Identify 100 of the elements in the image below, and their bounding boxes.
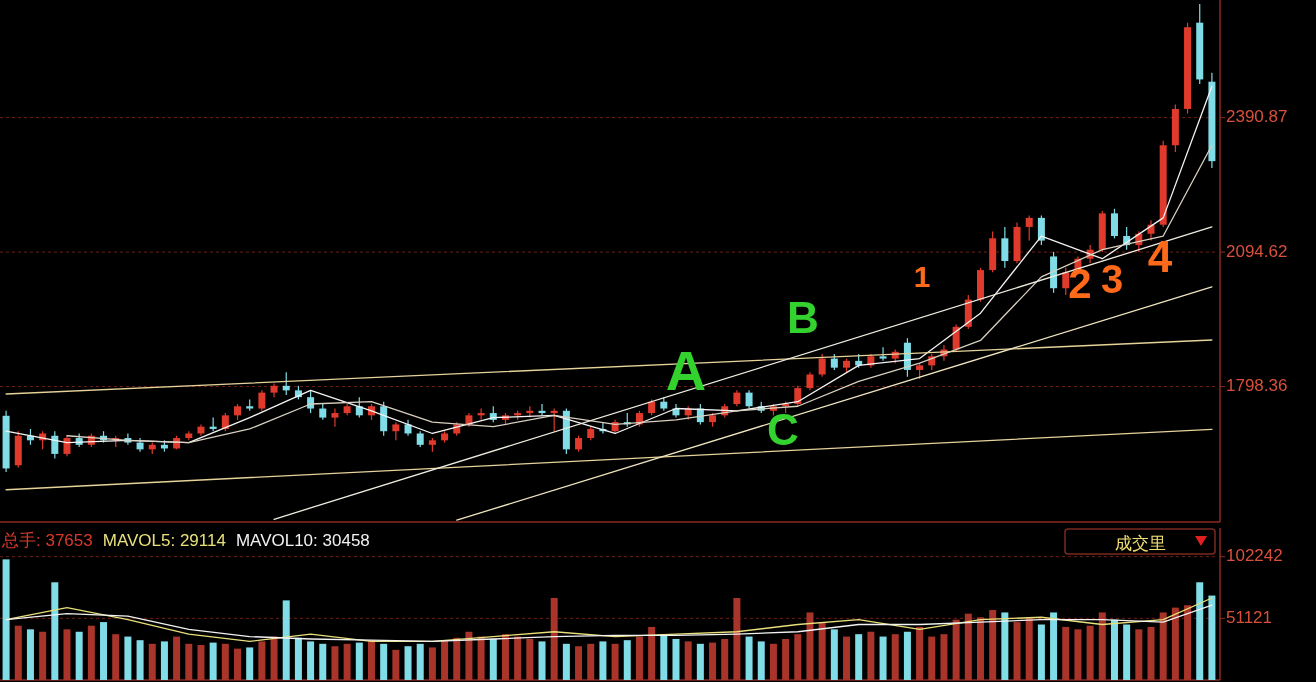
bar	[489, 638, 497, 680]
bar	[830, 629, 838, 680]
bar	[599, 641, 607, 680]
bar	[234, 648, 242, 680]
annotation: 1	[913, 260, 931, 293]
bar	[989, 610, 997, 680]
bar	[1074, 629, 1082, 680]
bar	[246, 647, 254, 680]
candlestick	[63, 435, 71, 457]
bar	[1001, 612, 1009, 680]
bar	[209, 642, 217, 680]
bar	[343, 643, 351, 680]
y-tick-label: 2390.87	[1226, 107, 1288, 127]
y-tick-label: 1798.36	[1226, 376, 1288, 396]
bar	[696, 643, 704, 680]
bar	[575, 646, 583, 680]
bar	[1013, 622, 1021, 680]
annotation: 成交里	[1114, 534, 1166, 553]
bar	[1086, 625, 1094, 680]
bar	[270, 636, 278, 680]
bar	[769, 643, 777, 680]
bar	[428, 647, 436, 680]
text: MAVOL5: 29114	[102, 531, 226, 551]
bar	[1098, 612, 1106, 680]
bar	[87, 625, 95, 680]
candlestick	[258, 389, 266, 412]
bar	[100, 622, 108, 680]
bar	[928, 636, 936, 680]
bar	[477, 636, 485, 680]
bar	[197, 645, 205, 680]
bar	[355, 642, 363, 680]
bar	[648, 626, 656, 680]
bar	[112, 634, 120, 680]
bar	[1037, 624, 1045, 680]
text: MAVOL10: 30458	[235, 531, 370, 551]
bar	[757, 641, 765, 680]
bar	[160, 641, 168, 680]
annotation: 2	[1068, 260, 1092, 307]
bar	[538, 641, 546, 680]
bar	[916, 626, 924, 680]
bar	[258, 641, 266, 680]
bar	[879, 636, 887, 680]
bar	[319, 643, 327, 680]
annotation: 4	[1147, 232, 1173, 281]
candlestick	[879, 346, 887, 362]
bar	[136, 640, 144, 680]
y-tick-label: 2094.62	[1226, 241, 1288, 261]
bar	[1147, 626, 1155, 680]
candlestick	[392, 421, 400, 441]
bar	[867, 631, 875, 680]
bar	[453, 637, 461, 680]
bar	[1171, 607, 1179, 680]
bar	[843, 636, 851, 680]
candlestick	[1037, 215, 1045, 246]
bar	[709, 642, 717, 680]
bar	[782, 638, 790, 680]
bar	[1159, 612, 1167, 680]
line-series	[5, 85, 1213, 444]
bar	[684, 641, 692, 680]
bar	[63, 629, 71, 680]
bar	[1110, 619, 1118, 680]
bar	[660, 634, 668, 680]
candlestick	[818, 353, 826, 378]
bar	[26, 629, 34, 680]
bar	[891, 634, 899, 680]
bar	[404, 646, 412, 680]
bar	[1135, 629, 1143, 680]
bar	[2, 559, 10, 680]
bar	[124, 636, 132, 680]
bar	[392, 649, 400, 680]
bar	[562, 643, 570, 680]
bar	[221, 643, 229, 680]
y-tick-label: 51121	[1226, 607, 1273, 627]
candlestick	[331, 407, 339, 428]
bar	[855, 634, 863, 680]
y-tick-label: 102242	[1226, 546, 1283, 566]
candlestick	[1025, 215, 1033, 242]
bar	[282, 600, 290, 680]
candlestick	[221, 412, 229, 432]
bar	[976, 617, 984, 680]
bar	[1050, 612, 1058, 680]
bar	[806, 612, 814, 680]
bar	[611, 643, 619, 680]
candlestick	[51, 430, 59, 460]
bar	[1123, 624, 1131, 680]
bar	[173, 636, 181, 680]
bar	[294, 637, 302, 680]
bar	[501, 634, 509, 680]
annotation: B	[787, 293, 819, 342]
bar	[380, 643, 388, 680]
bar	[185, 643, 193, 680]
bar	[307, 641, 315, 680]
bar	[14, 625, 22, 680]
bar	[672, 638, 680, 680]
bar	[1062, 626, 1070, 680]
bar	[818, 622, 826, 680]
bar	[1208, 595, 1216, 680]
line-series	[66, 144, 1213, 444]
candlestick	[1110, 208, 1118, 239]
bar	[733, 597, 741, 680]
